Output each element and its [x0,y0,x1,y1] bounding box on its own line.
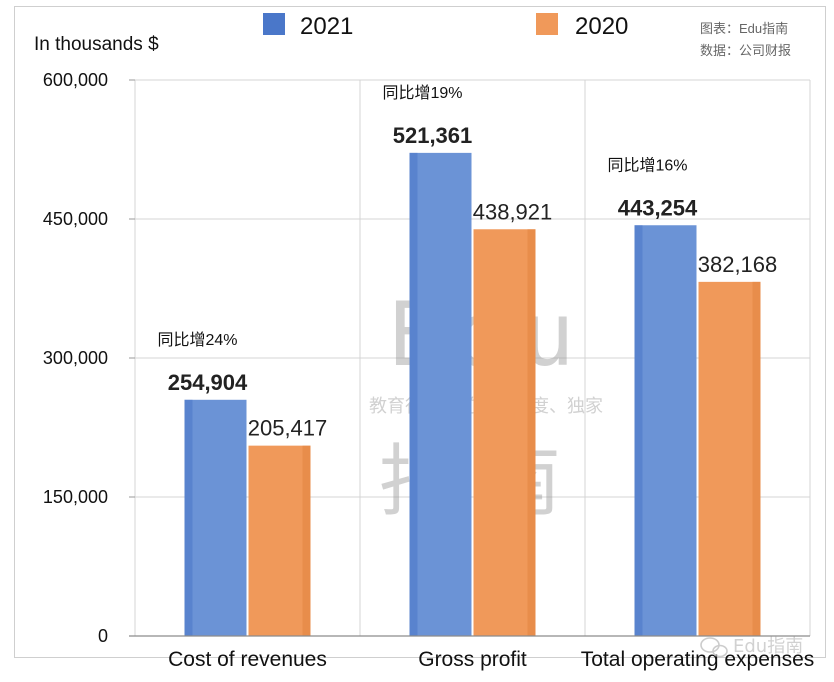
bar-edge-2020 [752,281,761,636]
x-tick-label: Gross profit [418,648,527,671]
y-tick-label: 450,000 [43,209,108,229]
legend-label-2021: 2021 [300,13,353,40]
y-tick-label: 300,000 [43,348,108,368]
growth-label: 同比增19% [382,84,462,102]
bar-2021 [184,399,247,636]
source-line-chart: 图表：Edu指南 [700,21,788,36]
wechat-badge: Edu指南 [700,636,803,658]
bar-edge-2021 [634,225,643,637]
wechat-icon [700,637,728,658]
bar-edge-2020 [527,229,536,636]
source-line-data: 数据：公司财报 [700,43,791,58]
value-label-2021: 521,361 [393,123,473,148]
badge-text: Edu指南 [733,636,803,657]
growth-label: 同比增16% [607,156,687,174]
bars [184,152,761,637]
source-note: 图表：Edu指南 数据：公司财报 [700,21,791,58]
legend-swatch-2020 [536,13,558,35]
bar-2020 [248,445,311,636]
value-label-2021: 254,904 [168,370,248,395]
legend-swatch-2021 [263,13,285,35]
bar-2020 [473,229,536,636]
y-tick-label: 600,000 [43,70,108,90]
value-label-2020: 382,168 [698,252,778,277]
bar-edge-2021 [184,399,193,636]
bar-edge-2020 [302,445,311,636]
y-unit-label: In thousands $ [34,34,159,55]
axes: 0 150,000 300,000 450,000 600,000 Cost of rev… [43,70,814,671]
legend-label-2020: 2020 [575,13,628,40]
bar-2021 [634,225,697,637]
value-label-2020: 438,921 [473,199,553,224]
y-tick-label: 0 [98,626,108,646]
growth-label: 同比增24% [157,331,237,349]
x-tick-label: Total operating expenses [581,648,815,671]
chart-frame [14,6,826,658]
bar-2021 [409,152,472,637]
value-label-2020: 205,417 [248,416,328,441]
y-tick-label: 150,000 [43,487,108,507]
bar-edge-2021 [409,152,418,637]
value-label-2021: 443,254 [618,195,698,220]
legend: 2021 2020 [263,13,628,40]
x-tick-label: Cost of revenues [168,648,327,671]
bar-2020 [698,281,761,636]
